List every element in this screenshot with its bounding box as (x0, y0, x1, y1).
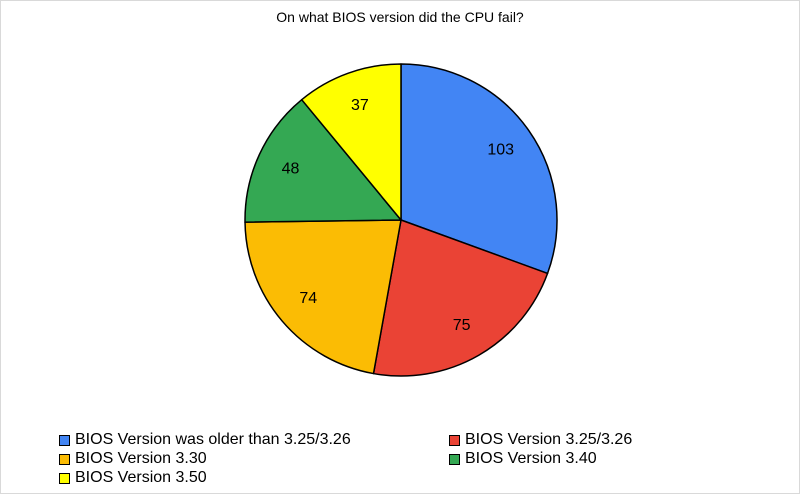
pie-slices (244, 63, 558, 377)
pie-data-labels: 103 75 74 48 37 (282, 97, 514, 334)
legend-item-3-40: BIOS Version 3.40 (449, 450, 597, 468)
pie-slice-3-25 (372, 219, 549, 377)
legend-label: BIOS Version 3.25/3.26 (465, 431, 633, 448)
legend-swatch-3-40 (449, 453, 460, 465)
data-label-3-25: 75 (453, 317, 471, 334)
legend-item-3-30: BIOS Version 3.30 (59, 450, 207, 468)
data-label-older: 103 (487, 142, 514, 159)
pie-slice-older (400, 63, 558, 275)
legend-item-older: BIOS Version was older than 3.25/3.26 (59, 431, 351, 449)
legend-label: BIOS Version 3.30 (75, 450, 207, 467)
legend-swatch-3-30 (59, 453, 70, 465)
pie-slice-3-30 (244, 219, 402, 375)
legend-swatch-3-50 (59, 472, 70, 484)
legend-item-3-25: BIOS Version 3.25/3.26 (449, 431, 632, 449)
legend-label: BIOS Version 3.40 (465, 450, 597, 467)
legend-swatch-older (59, 434, 70, 446)
data-label-3-30: 74 (299, 290, 317, 307)
data-label-3-40: 48 (282, 160, 300, 177)
legend-item-3-50: BIOS Version 3.50 (59, 469, 207, 487)
legend-label: BIOS Version was older than 3.25/3.26 (75, 431, 351, 448)
pie-slice-3-40 (244, 98, 402, 223)
pie-slice-3-50 (300, 63, 402, 221)
legend-swatch-3-25 (449, 434, 460, 446)
data-label-3-50: 37 (351, 97, 369, 114)
legend-label: BIOS Version 3.50 (75, 469, 207, 486)
pie-chart: 103 75 74 48 37 (244, 63, 558, 377)
chart-title: On what BIOS version did the CPU fail? (276, 9, 524, 25)
